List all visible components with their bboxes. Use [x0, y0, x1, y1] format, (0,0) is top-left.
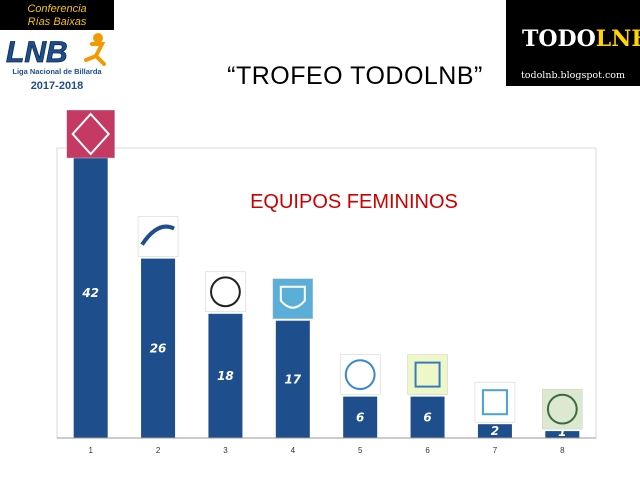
- chart-title: EQUIPOS FEMININOS: [250, 191, 458, 213]
- team-logo-6: [407, 354, 448, 395]
- bar-value-label: 2: [491, 424, 499, 438]
- team-emblem-mark: [71, 112, 111, 156]
- team-logo-2: [137, 216, 179, 257]
- bar-7: [477, 424, 512, 438]
- bar-value-label: 18: [217, 369, 234, 383]
- team-emblem-mark: [481, 389, 508, 416]
- x-tick-label: 1: [88, 446, 93, 455]
- bar-group: 42 26 18 17 6 6 2 1: [73, 148, 580, 439]
- team-emblem-mark: [140, 224, 175, 246]
- bar-4: [275, 320, 310, 438]
- conference-line1: Conferencia: [27, 3, 86, 15]
- x-tick-label: 5: [358, 446, 363, 455]
- svg-text:TODOLNB: TODOLNB: [522, 26, 640, 52]
- bar-value-label: 6: [423, 410, 431, 424]
- brand-name-a: TODO: [522, 26, 596, 52]
- x-tick-label: 6: [425, 446, 430, 455]
- team-emblem-mark: [279, 285, 306, 309]
- x-tick-label: 4: [291, 446, 296, 455]
- x-tick-group: 1 2 3 4 5 6 7 8: [88, 446, 565, 455]
- league-logo: Conferencia Rías Baixas LNB Liga Naciona…: [0, 0, 114, 96]
- bar-value-label: 26: [150, 341, 167, 355]
- x-tick-label: 3: [223, 446, 228, 455]
- team-logo-group: [66, 109, 583, 430]
- bar-5: [343, 396, 378, 438]
- bar-2: [141, 258, 176, 438]
- team-emblem-mark: [344, 359, 376, 391]
- team-logo-5: [339, 354, 381, 395]
- conference-line2: Rías Baixas: [28, 16, 87, 28]
- brand-logo: TODOLNB todolnb.blogspot.com: [506, 0, 640, 86]
- team-logo-7: [474, 381, 516, 423]
- runner-icon: [84, 33, 106, 66]
- x-tick-label: 8: [560, 446, 565, 455]
- bar-3: [208, 313, 243, 438]
- team-logo-8: [542, 388, 583, 430]
- bar-value-label: 6: [356, 410, 364, 424]
- team-emblem-mark: [210, 276, 241, 308]
- bar-value-label: 17: [284, 372, 301, 386]
- brand-name-b: LNB: [596, 26, 640, 52]
- x-tick-label: 2: [156, 446, 161, 455]
- page-title: “TROFEO TODOLNB”: [227, 62, 483, 90]
- team-emblem-mark: [414, 361, 441, 388]
- brand-url: todolnb.blogspot.com: [521, 70, 625, 81]
- bar-8: [545, 431, 580, 438]
- x-tick-label: 7: [493, 446, 498, 455]
- bar-value-label: 42: [81, 286, 99, 300]
- bar-chart: EQUIPOS FEMININOS 42 26 18 17 6 6 2 1 1 2 3 4 5 6 7 8: [0, 109, 640, 480]
- team-logo-3: [205, 271, 246, 313]
- team-logo-1: [66, 109, 115, 159]
- bar-1: [73, 148, 108, 438]
- team-logo-4: [272, 278, 314, 319]
- team-emblem-mark: [546, 393, 578, 425]
- bar-value-label: 1: [558, 425, 566, 439]
- league-name: Liga Nacional de Billarda: [12, 67, 102, 76]
- season-label: 2017-2018: [31, 80, 84, 92]
- league-abbrev: LNB: [6, 36, 68, 69]
- bar-6: [410, 396, 445, 438]
